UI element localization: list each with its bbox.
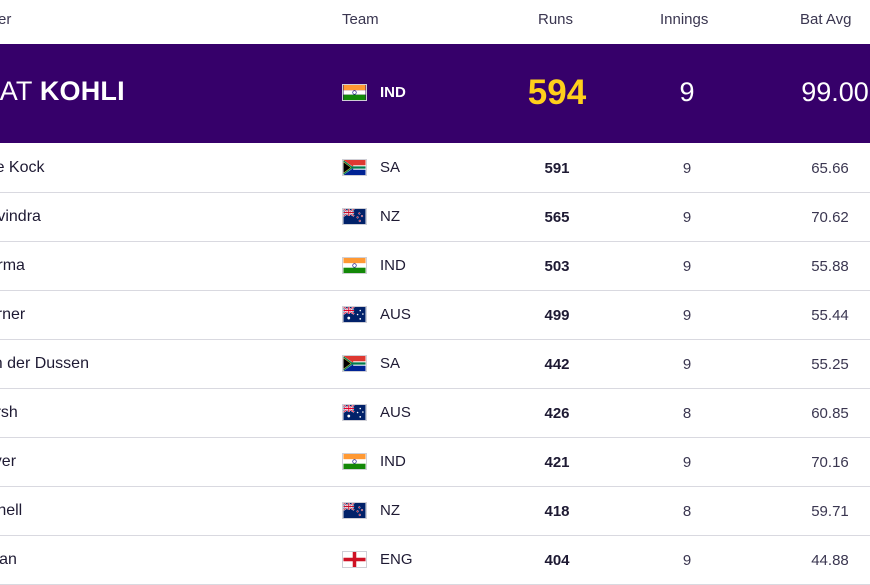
- leader-innings: 9: [679, 77, 695, 107]
- player-name[interactable]: l Mitchell: [0, 502, 23, 519]
- england-flag-icon: [342, 551, 367, 568]
- new-zealand-flag-icon: [342, 208, 367, 225]
- runs-value: 442: [544, 356, 570, 373]
- header-innings[interactable]: Innings: [660, 11, 709, 28]
- player-name[interactable]: d Warner: [0, 306, 26, 323]
- south-africa-flag-icon: [342, 355, 367, 372]
- leader-first-name: RAT: [0, 76, 33, 106]
- innings-value: 9: [682, 356, 692, 373]
- innings-value: 9: [682, 209, 692, 226]
- table-row[interactable]: d Warner AUS 499 9 55.44: [0, 291, 870, 340]
- innings-value: 9: [682, 552, 692, 569]
- bat-avg-value: 60.85: [811, 405, 849, 422]
- runs-value: 565: [544, 209, 570, 226]
- bat-avg-value: 55.44: [811, 307, 849, 324]
- header-bat-avg[interactable]: Bat Avg: [800, 11, 852, 28]
- leader-bat-avg: 99.00: [801, 77, 869, 107]
- team-code: NZ: [380, 208, 400, 225]
- player-name[interactable]: h Marsh: [0, 404, 18, 421]
- runs-value: 503: [544, 258, 570, 275]
- table-row[interactable]: t Sharma IND 503 9 55.88: [0, 242, 870, 291]
- bat-avg-value: 70.16: [811, 454, 849, 471]
- leader-name[interactable]: RAT KOHLI: [0, 76, 125, 107]
- runs-value: 499: [544, 307, 570, 324]
- player-name[interactable]: ie van der Dussen: [0, 355, 89, 372]
- table-row[interactable]: in Ravindra NZ 565 9 70.62: [0, 193, 870, 242]
- runs-value: 421: [544, 454, 570, 471]
- table-row[interactable]: d Malan ENG 404 9 44.88: [0, 536, 870, 585]
- new-zealand-flag-icon: [342, 502, 367, 519]
- australia-flag-icon: [342, 306, 367, 323]
- bat-avg-value: 65.66: [811, 160, 849, 177]
- team-code: IND: [380, 257, 406, 274]
- innings-value: 9: [682, 454, 692, 471]
- team-code: IND: [380, 453, 406, 470]
- innings-value: 8: [682, 503, 692, 520]
- team-code: AUS: [380, 404, 411, 421]
- team-code: AUS: [380, 306, 411, 323]
- runs-value: 426: [544, 405, 570, 422]
- leader-team: IND: [380, 84, 406, 101]
- player-name[interactable]: d Malan: [0, 551, 17, 568]
- header-player[interactable]: er: [0, 11, 12, 28]
- australia-flag-icon: [342, 404, 367, 421]
- team-code: SA: [380, 159, 401, 176]
- player-name[interactable]: yas Iyer: [0, 453, 17, 470]
- runs-value: 404: [544, 552, 570, 569]
- team-code: NZ: [380, 502, 400, 519]
- leader-row[interactable]: RAT KOHLI IND 594 9 99.00: [0, 44, 870, 143]
- header-team[interactable]: Team: [342, 11, 379, 28]
- india-flag-icon: [342, 84, 367, 101]
- player-name[interactable]: t Sharma: [0, 257, 25, 274]
- header-runs[interactable]: Runs: [538, 11, 574, 28]
- innings-value: 9: [682, 258, 692, 275]
- player-name[interactable]: in Ravindra: [0, 208, 41, 225]
- india-flag-icon: [342, 257, 367, 274]
- bat-avg-value: 59.71: [811, 503, 849, 520]
- table-row[interactable]: yas Iyer IND 421 9 70.16: [0, 438, 870, 487]
- bat-avg-value: 70.62: [811, 209, 849, 226]
- table-header: er Team Runs Innings Bat Avg: [0, 0, 870, 44]
- south-africa-flag-icon: [342, 159, 367, 176]
- india-flag-icon: [342, 453, 367, 470]
- team-code: ENG: [380, 551, 413, 568]
- leader-runs: 594: [527, 73, 587, 112]
- innings-value: 9: [682, 160, 692, 177]
- table-row[interactable]: ie van der Dussen SA 442 9 55.25: [0, 340, 870, 389]
- bat-avg-value: 55.88: [811, 258, 849, 275]
- runs-value: 418: [544, 503, 570, 520]
- innings-value: 9: [682, 307, 692, 324]
- runs-value: 591: [544, 160, 570, 177]
- team-code: SA: [380, 355, 401, 372]
- table-row[interactable]: ton de Kock SA 591 9 65.66: [0, 144, 870, 193]
- player-name[interactable]: ton de Kock: [0, 159, 45, 176]
- bat-avg-value: 44.88: [811, 552, 849, 569]
- table-row[interactable]: l Mitchell NZ 418 8 59.71: [0, 487, 870, 536]
- innings-value: 8: [682, 405, 692, 422]
- table-row[interactable]: h Marsh AUS 426 8 60.85: [0, 389, 870, 438]
- leader-last-name: KOHLI: [39, 76, 125, 106]
- bat-avg-value: 55.25: [811, 356, 849, 373]
